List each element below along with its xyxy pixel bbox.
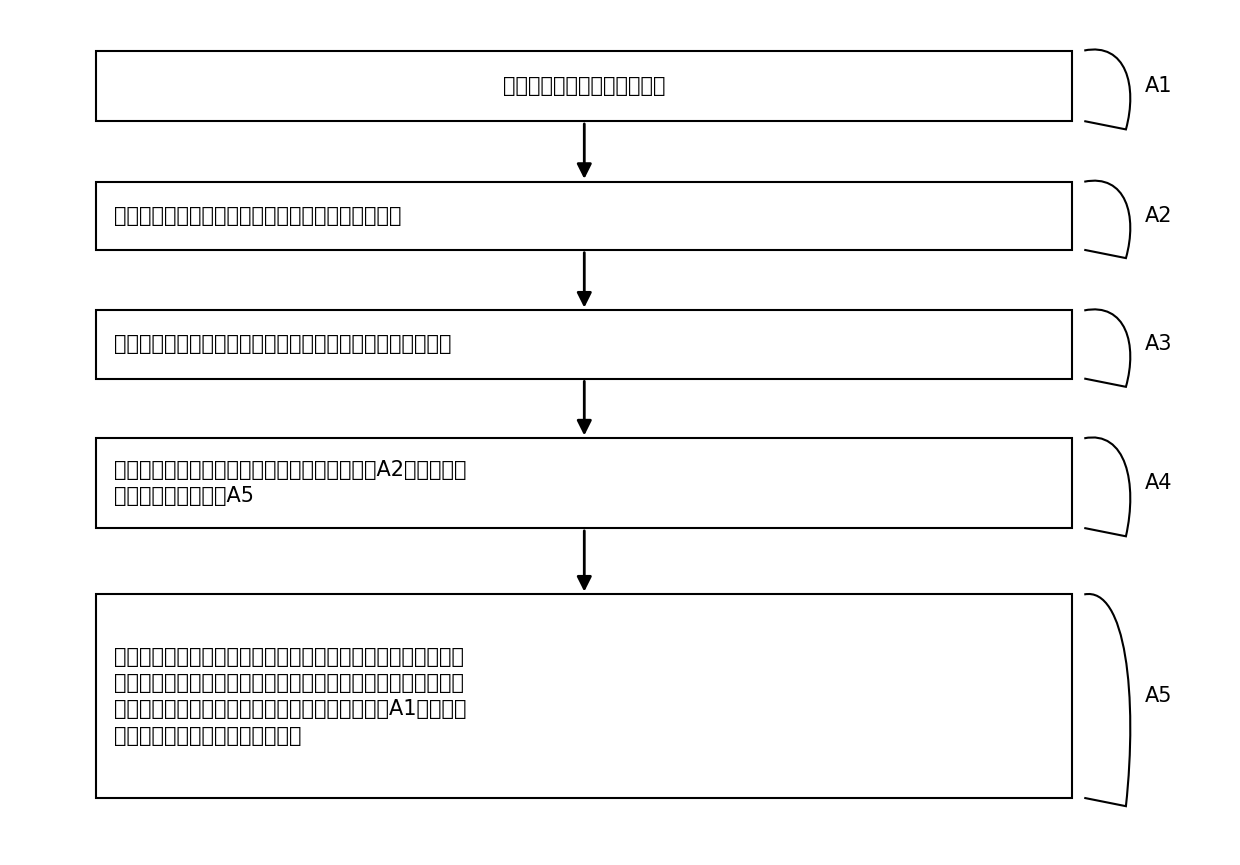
Text: A1: A1 [1145,76,1173,96]
Bar [97,50,1073,121]
Bar [97,594,1073,798]
Bar [97,311,1073,379]
Bar [97,182,1073,250]
Text: A3: A3 [1145,335,1173,355]
Text: 确定燃料芯块内部的功率分布: 确定燃料芯块内部的功率分布 [503,76,666,96]
Text: A4: A4 [1145,473,1173,493]
Bar [97,439,1073,528]
Text: 根据确定的燃料芯块径向的温度分布，确定包壳的应力和应变: 根据确定的燃料芯块径向的温度分布，确定包壳的应力和应变 [114,335,451,355]
Text: A2: A2 [1145,206,1173,226]
Text: 确定气隙的气体浓度，并基于确定的气隙的气体浓度，确定燃料
棒内气体压力，判定燃料棒内气体压力是否收敛，若不收敛，则
更新参数信息，并根据更新后的参数信息返回步骤: 确定气隙的气体浓度，并基于确定的气隙的气体浓度，确定燃料 棒内气体压力，判定燃料… [114,646,466,746]
Text: 判定气隙温差是否收敛，若不收敛，则返回步骤A2继续执行；
若收敛，则执行步骤A5: 判定气隙温差是否收敛，若不收敛，则返回步骤A2继续执行； 若收敛，则执行步骤A5 [114,460,466,506]
Text: A5: A5 [1145,686,1173,706]
Text: 根据确定的功率分布，确定燃料芯块径向的温度分布: 根据确定的功率分布，确定燃料芯块径向的温度分布 [114,206,402,226]
